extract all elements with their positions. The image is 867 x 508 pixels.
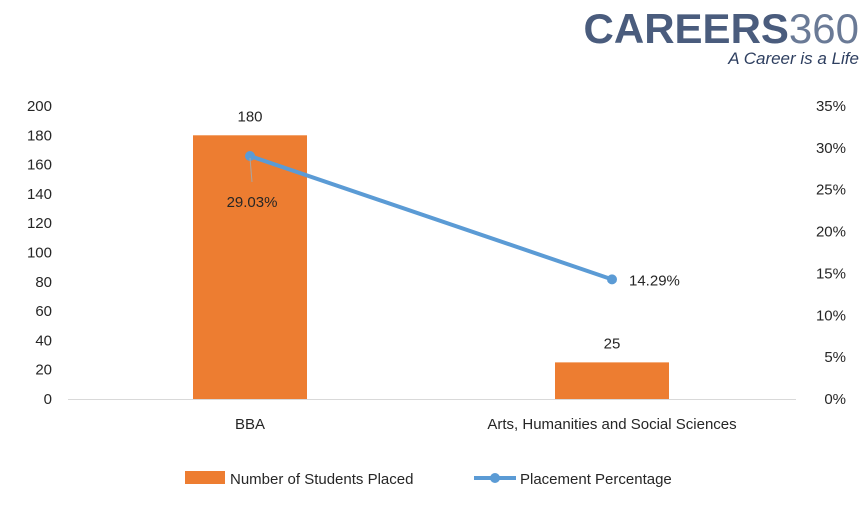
y-right-tick-label: 10% — [816, 307, 846, 324]
y-left-tick-label: 80 — [35, 274, 52, 291]
y-left-tick-label: 60 — [35, 303, 52, 320]
y-right-tick-label: 0% — [824, 391, 846, 408]
legend-marker — [490, 473, 500, 483]
logo-tagline: A Career is a Life — [728, 49, 859, 68]
y-left-tick-label: 200 — [27, 98, 52, 115]
legend-label: Placement Percentage — [520, 471, 672, 488]
y-right-tick-label: 35% — [816, 98, 846, 115]
y-right-tick-label: 25% — [816, 182, 846, 199]
bar — [555, 362, 669, 399]
y-right-tick-label: 30% — [816, 140, 846, 157]
data-label-leader — [249, 157, 253, 183]
line-series — [248, 153, 614, 282]
line-marker — [245, 150, 255, 161]
bar — [193, 135, 307, 400]
y-right-tick-label: 15% — [816, 265, 846, 282]
x-tick-label: BBA — [235, 416, 265, 433]
y-left-tick-label: 100 — [27, 245, 52, 262]
legend-swatch-bar — [185, 471, 225, 484]
line-data-label: 14.29% — [629, 272, 680, 289]
logo-number: 360 — [788, 5, 859, 52]
y-left-tick-label: 20 — [35, 362, 52, 379]
y-right-tick-label: 5% — [824, 349, 846, 366]
y-left-tick-label: 120 — [27, 215, 52, 232]
line-data-label: 29.03% — [227, 194, 278, 211]
y-left-tick-label: 140 — [27, 186, 52, 203]
logo-wordmark: CAREERS360 — [584, 6, 859, 52]
y-right-tick-label: 20% — [816, 224, 846, 241]
y-left-tick-label: 160 — [27, 157, 52, 174]
bar-data-label: 180 — [237, 108, 262, 125]
legend-label: Number of Students Placed — [230, 471, 413, 488]
logo-brand: CAREERS — [583, 5, 789, 52]
line-marker — [607, 274, 617, 285]
x-tick-label: Arts, Humanities and Social Sciences — [487, 416, 736, 433]
y-left-tick-label: 180 — [27, 127, 52, 144]
bar-data-label: 25 — [604, 335, 621, 352]
careers360-logo: CAREERS360 A Career is a Life — [584, 6, 859, 68]
y-left-tick-label: 40 — [35, 332, 52, 349]
y-left-tick-label: 0 — [44, 391, 52, 408]
